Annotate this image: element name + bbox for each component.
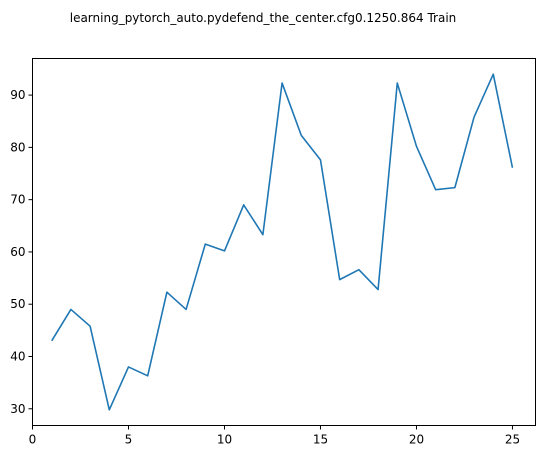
series-line-0 (51, 73, 514, 411)
y-tick-label: 30 (10, 402, 25, 416)
x-tick-label: 25 (505, 433, 520, 447)
y-axis: 30 40 50 60 70 80 90 (10, 88, 33, 416)
x-tick-label: 10 (217, 433, 232, 447)
chart-title: learning_pytorch_auto.pydefend_the_cente… (70, 11, 457, 25)
axes-frame (32, 58, 536, 426)
y-tick-label: 40 (10, 349, 25, 363)
plot-series (51, 73, 514, 411)
y-tick-label: 60 (10, 245, 25, 259)
y-tick-label: 70 (10, 193, 25, 207)
x-tick-label: 5 (125, 433, 133, 447)
y-tick-label: 50 (10, 297, 25, 311)
y-tick-label: 90 (10, 88, 25, 102)
y-tick-label: 80 (10, 140, 25, 154)
x-axis: 0 5 10 15 20 25 (29, 425, 520, 447)
x-tick-label: 20 (409, 433, 424, 447)
x-tick-label: 15 (313, 433, 328, 447)
x-tick-label: 0 (29, 433, 37, 447)
